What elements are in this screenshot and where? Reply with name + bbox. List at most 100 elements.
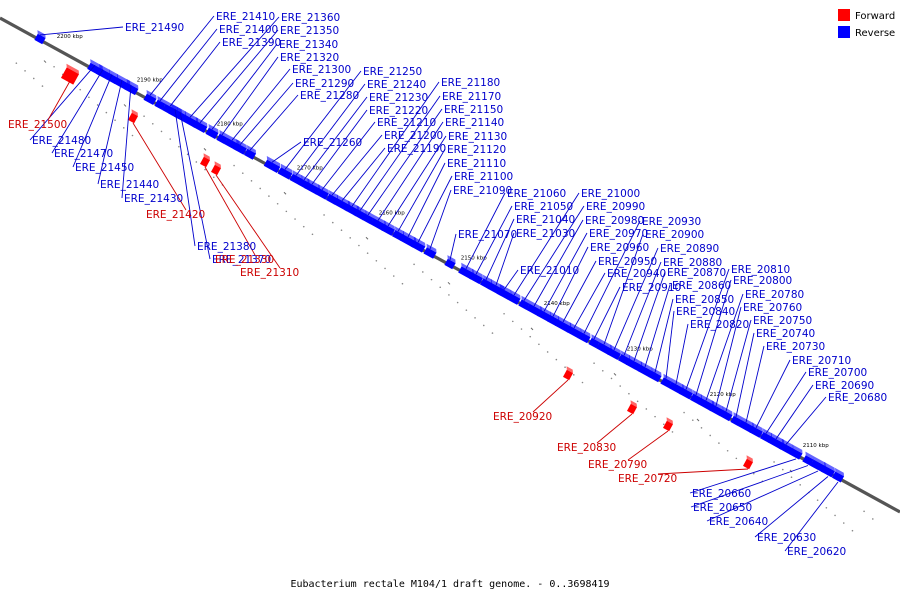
gene-ERE_20790: [663, 417, 673, 432]
gene-ERE_21220-leader: [311, 109, 368, 185]
gene-ERE_20820-leader: [675, 323, 689, 385]
gene-ERE_21340: [205, 124, 219, 140]
minor-tick-dot: [593, 362, 595, 364]
minor-tick-dot: [178, 145, 180, 148]
gene-ERE_21060-label: ERE_21060: [507, 188, 566, 200]
tick-label: 2180 kbp: [217, 122, 243, 128]
minor-tick-dot: [384, 267, 386, 270]
gene-ERE_21140-label: ERE_21140: [445, 117, 504, 129]
minor-tick-dot: [88, 96, 90, 99]
gene-ERE_20840: [660, 373, 672, 388]
minor-tick-dot: [233, 164, 235, 167]
gene-ERE_21400: [154, 95, 166, 111]
gene-ERE_20620-label: ERE_20620: [787, 546, 846, 558]
gene-ERE_21220-label: ERE_21220: [369, 105, 428, 117]
tick-label: 2190 kbp: [137, 78, 163, 84]
minor-tick-dot: [790, 476, 793, 479]
gene-ERE_21290: [233, 139, 247, 155]
minor-tick-dot: [564, 366, 566, 369]
gene-ERE_21000-leader: [513, 192, 580, 296]
gene-ERE_20760-leader: [715, 306, 742, 407]
gene-ERE_21370-label: ERE_21370: [212, 254, 271, 266]
minor-tick-dot: [851, 529, 854, 532]
minor-tick-dot: [105, 111, 108, 114]
tick-mark: [123, 104, 127, 107]
gene-ERE_21100-label: ERE_21100: [454, 171, 513, 183]
gene-ERE_20740-label: ERE_20740: [756, 328, 815, 340]
legend-reverse-swatch: [838, 26, 850, 38]
gene-ERE_20660-label: ERE_20660: [692, 488, 751, 500]
gene-ERE_20660: [789, 444, 803, 460]
gene-ERE_20720-label: ERE_20720: [618, 473, 677, 485]
gene-ERE_20890: [607, 344, 621, 360]
gene-ERE_20920: [563, 366, 573, 381]
gene-ERE_21470-leader: [51, 69, 104, 154]
gene-ERE_20850-leader: [654, 298, 674, 373]
gene-ERE_21360-label: ERE_21360: [281, 12, 340, 24]
gene-ERE_20650-leader: [690, 465, 809, 508]
gene-ERE_21300-leader: [231, 68, 291, 141]
gene-ERE_20890-leader: [613, 247, 659, 351]
gene-ERE_20900-leader: [603, 233, 644, 345]
gene-ERE_21420: [128, 109, 138, 124]
gene-ERE_21230-leader: [303, 96, 368, 181]
minor-tick-dot: [392, 275, 395, 277]
gene-ERE_21290-leader: [239, 82, 294, 146]
gene-ERE_21320: [216, 130, 228, 145]
minor-tick-dot: [842, 522, 845, 524]
gene-ERE_20650-label: ERE_20650: [693, 502, 752, 514]
gene-ERE_21350: [192, 116, 208, 133]
gene-ERE_20800-label: ERE_20800: [733, 275, 792, 287]
minor-tick-dot: [538, 343, 540, 346]
gene-ERE_21420-label: ERE_21420: [146, 209, 205, 221]
tick-label: 2150 kbp: [461, 256, 487, 262]
minor-tick-dot: [430, 278, 433, 281]
tick-label: 2130 kbp: [627, 347, 653, 353]
gene-ERE_21220: [304, 178, 320, 195]
gene-ERE_20710-leader: [755, 359, 791, 429]
gene-ERE_21280-label: ERE_21280: [300, 90, 359, 102]
minor-tick-dot: [204, 168, 206, 171]
gene-ERE_21120-label: ERE_21120: [447, 144, 506, 156]
gene-ERE_21330: [200, 153, 210, 168]
gene-ERE_21130-label: ERE_21130: [448, 131, 507, 143]
tick-label: 2110 kbp: [803, 443, 829, 449]
gene-ERE_20960-label: ERE_20960: [590, 242, 649, 254]
minor-tick-dot: [375, 259, 378, 262]
legend-forward-swatch: [838, 9, 850, 21]
minor-tick-dot: [276, 202, 279, 205]
gene-ERE_21180-label: ERE_21180: [441, 77, 500, 89]
minor-tick-dot: [15, 62, 18, 64]
tick-label: 2200 kbp: [57, 34, 83, 40]
gene-ERE_21060-leader: [465, 192, 506, 269]
gene-ERE_20930: [577, 328, 591, 344]
gene-ERE_21040-label: ERE_21040: [516, 214, 575, 226]
minor-tick-dot: [439, 286, 442, 289]
gene-ERE_21150-leader: [367, 108, 443, 216]
minor-tick-dot: [349, 237, 352, 239]
gene-ERE_21010-leader: [503, 269, 519, 290]
gene-ERE_20950-label: ERE_20950: [598, 256, 657, 268]
gene-ERE_21250-label: ERE_21250: [363, 66, 422, 78]
gene-ERE_21140-leader: [377, 121, 444, 221]
gene-ERE_21030-label: ERE_21030: [516, 228, 575, 240]
gene-ERE_21130: [381, 220, 395, 236]
gene-ERE_21070: [444, 255, 456, 270]
gene-ERE_21450-leader: [72, 74, 113, 168]
minor-tick-dot: [520, 328, 523, 330]
minor-tick-dot: [41, 85, 44, 87]
minor-tick-dot: [79, 88, 82, 91]
gene-ERE_21490-leader: [39, 26, 124, 36]
legend: Forward Reverse: [838, 9, 895, 39]
gene-ERE_21500-label: ERE_21500: [8, 119, 67, 131]
gene-ERE_21320-leader: [221, 56, 279, 136]
gene-ERE_20980: [526, 300, 542, 317]
gene-ERE_20830: [627, 400, 637, 415]
gene-ERE_20740: [730, 412, 742, 427]
gene-ERE_21140: [370, 214, 386, 231]
gene-ERE_20900: [596, 338, 612, 355]
tick-label: 2170 kbp: [297, 166, 323, 172]
minor-tick-dot: [816, 499, 819, 501]
gene-ERE_20980-leader: [533, 219, 584, 307]
minor-tick-dot: [32, 77, 35, 80]
